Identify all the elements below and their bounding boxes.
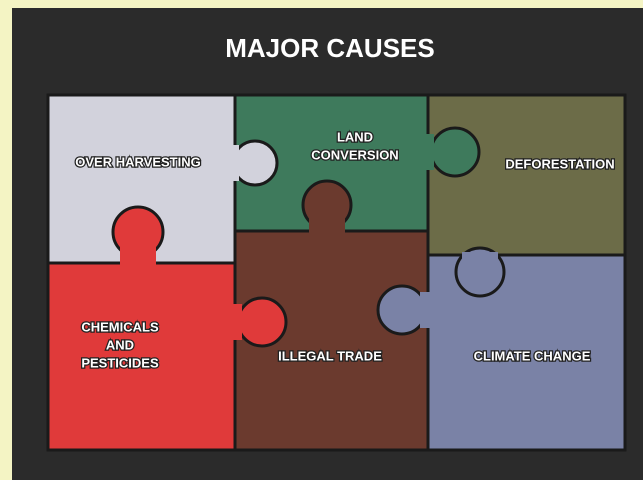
puzzle-knob-join xyxy=(225,145,239,181)
puzzle-knob xyxy=(378,286,426,334)
puzzle-knob xyxy=(233,141,277,185)
puzzle-knob-join xyxy=(420,134,434,170)
puzzle-knob-join xyxy=(462,252,498,270)
piece-label: ILLEGAL TRADE xyxy=(278,348,382,363)
piece-label: OVER HARVESTING xyxy=(75,154,200,169)
puzzle-knob xyxy=(431,128,479,176)
puzzle-knob-join xyxy=(230,304,242,340)
piece-label: AND xyxy=(106,337,134,352)
slide-title: MAJOR CAUSES xyxy=(225,33,434,63)
puzzle-knob-join xyxy=(420,292,432,328)
page: MAJOR CAUSES OVER HARVESTING LAND CONVER… xyxy=(0,0,643,480)
puzzle-knob-join xyxy=(120,245,156,267)
piece-label: CLIMATE CHANGE xyxy=(474,348,591,363)
piece-label: DEFORESTATION xyxy=(505,156,614,171)
piece-label: LAND xyxy=(337,129,373,144)
slide: MAJOR CAUSES OVER HARVESTING LAND CONVER… xyxy=(0,0,643,480)
puzzle-knob xyxy=(238,298,286,346)
puzzle-knob-join xyxy=(309,218,345,235)
piece-label: CONVERSION xyxy=(311,147,398,162)
piece-label: CHEMICALS xyxy=(81,319,159,334)
piece-label: PESTICIDES xyxy=(81,355,159,370)
